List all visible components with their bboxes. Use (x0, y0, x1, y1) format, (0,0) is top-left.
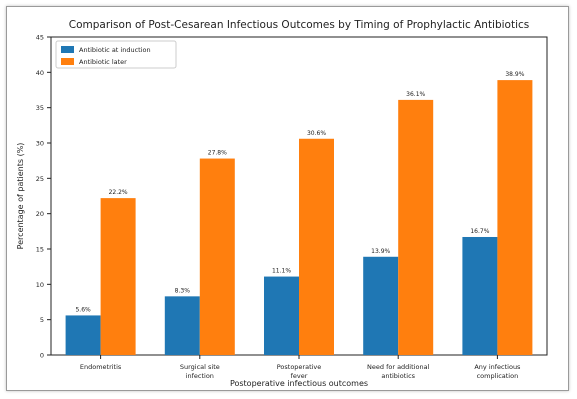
data-label: 38.9% (505, 71, 524, 78)
chart-title: Comparison of Post-Cesarean Infectious O… (69, 19, 530, 31)
x-tick-label: Surgical site (180, 363, 220, 371)
y-axis-label: Percentage of patients (%) (16, 143, 25, 250)
data-label: 30.6% (307, 130, 326, 137)
data-label: 11.1% (272, 268, 291, 275)
data-label: 5.6% (75, 306, 91, 313)
y-tick-label: 15 (36, 246, 44, 254)
bar (164, 296, 200, 355)
bar (100, 198, 136, 355)
x-tick-label: Postoperative (277, 363, 322, 371)
x-tick-label: fever (291, 372, 308, 380)
bar (65, 315, 101, 355)
x-tick-label: Any infectious (474, 363, 521, 371)
y-tick-label: 45 (36, 34, 44, 42)
data-label: 36.1% (406, 91, 425, 98)
x-axis-label: Postoperative infectious outcomes (230, 379, 368, 388)
data-label: 13.9% (371, 248, 390, 255)
data-labels: 5.6% 22.2% 8.3% 27.8% 11.1% 30.6% 13.9% 36.1% 16… (75, 71, 524, 313)
y-axis: 0 5 10 15 20 25 30 35 40 45 (36, 34, 51, 360)
data-label: 8.3% (175, 287, 191, 294)
legend-label: Antibiotic later (79, 58, 127, 66)
bar (299, 138, 334, 355)
bar (363, 256, 399, 355)
y-tick-label: 30 (36, 140, 44, 148)
x-tick-label: Need for additional (367, 363, 430, 371)
x-tick-label: infection (186, 372, 214, 380)
data-label: 27.8% (208, 150, 227, 157)
bars (65, 80, 533, 356)
x-tick-label: Endometritis (80, 363, 122, 371)
bar (497, 80, 533, 356)
data-label: 22.2% (109, 189, 128, 196)
y-tick-label: 5 (40, 316, 44, 324)
data-label: 16.7% (470, 228, 489, 235)
y-tick-label: 20 (36, 210, 44, 218)
y-tick-label: 40 (36, 69, 44, 77)
x-tick-label: antibiotics (381, 372, 415, 380)
bar (398, 99, 434, 355)
bar-chart: Comparison of Post-Cesarean Infectious O… (16, 19, 548, 388)
bar (462, 236, 498, 355)
y-tick-label: 35 (36, 104, 44, 112)
y-tick-label: 0 (40, 352, 44, 360)
y-tick-label: 10 (36, 281, 44, 289)
y-tick-label: 25 (36, 175, 44, 183)
legend: Antibiotic at induction Antibiotic later (55, 40, 177, 69)
bar (199, 158, 235, 355)
legend-swatch (61, 46, 74, 53)
bar (264, 276, 299, 355)
chart-frame: Comparison of Post-Cesarean Infectious O… (6, 6, 569, 391)
legend-swatch (61, 58, 74, 65)
x-tick-label: complication (477, 372, 519, 380)
legend-label: Antibiotic at induction (79, 46, 151, 54)
legend-box (55, 40, 177, 69)
